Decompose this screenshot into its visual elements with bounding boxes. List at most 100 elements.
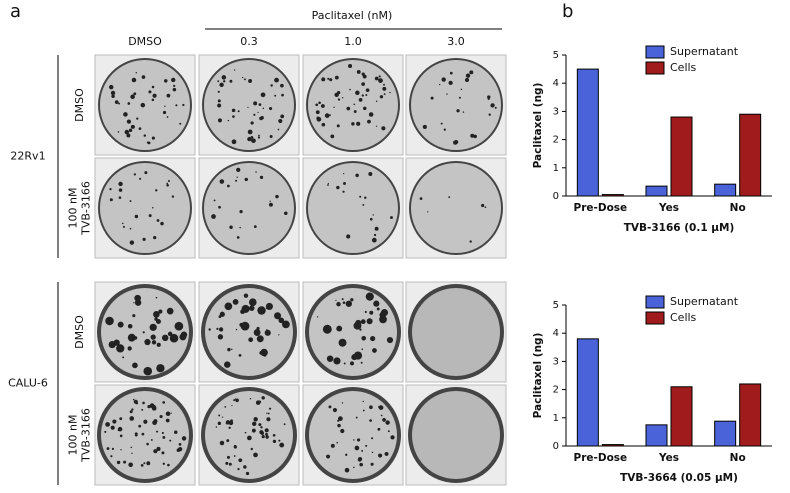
colony: [123, 112, 128, 117]
colony: [336, 441, 339, 444]
legend-swatch: [645, 295, 665, 309]
colony: [141, 432, 145, 436]
colony: [372, 214, 374, 216]
colony: [244, 431, 247, 434]
y-tick-label: 1: [553, 413, 559, 424]
colony: [156, 342, 161, 347]
colony: [449, 71, 453, 75]
colony: [259, 337, 261, 339]
colony: [111, 447, 115, 451]
x-tick-label: No: [730, 452, 746, 464]
y-axis-label: Paclitaxel (ng): [532, 83, 544, 169]
well: [201, 284, 297, 380]
bar: [739, 383, 762, 447]
colony: [217, 99, 221, 103]
colony: [155, 318, 161, 325]
colony: [248, 337, 254, 343]
colony: [218, 414, 221, 417]
colony: [372, 348, 377, 353]
colony: [348, 63, 353, 69]
colony: [231, 348, 233, 351]
colony: [324, 113, 330, 118]
colony: [169, 439, 172, 442]
colony: [133, 302, 135, 304]
colony: [250, 447, 254, 451]
colony: [362, 74, 367, 79]
colony: [253, 113, 256, 116]
colony: [167, 180, 170, 182]
bar: [670, 116, 693, 197]
colony: [369, 405, 373, 410]
colony: [387, 430, 390, 433]
colony: [369, 217, 373, 221]
colony: [350, 361, 355, 366]
colony: [171, 77, 176, 83]
colony: [238, 458, 243, 463]
colony: [136, 117, 139, 120]
colony: [253, 417, 258, 422]
colony: [237, 467, 240, 471]
colony: [274, 312, 282, 320]
colony: [332, 407, 338, 413]
colony: [336, 90, 341, 95]
bar: [714, 183, 737, 197]
legend-swatch: [645, 61, 665, 75]
colony: [113, 339, 120, 346]
bar: [601, 444, 624, 447]
colony: [378, 453, 383, 458]
colony: [341, 298, 344, 301]
colony: [381, 126, 386, 131]
colony: [272, 433, 276, 437]
colony: [342, 301, 346, 304]
colony: [365, 94, 368, 97]
colony: [378, 78, 383, 83]
y-tick-label: 3: [553, 106, 559, 117]
colony: [380, 309, 389, 317]
colony: [217, 334, 224, 340]
colony: [247, 129, 253, 135]
column-label: 1.0: [344, 35, 362, 48]
colony: [166, 116, 169, 118]
colony: [481, 203, 485, 208]
well: [202, 58, 296, 152]
y-axis-label: Paclitaxel (ng): [532, 333, 544, 419]
colony: [224, 406, 227, 408]
colony: [283, 423, 286, 426]
colony: [109, 187, 112, 191]
colony: [359, 328, 362, 331]
colony: [120, 449, 122, 451]
colony: [274, 77, 279, 83]
colony: [359, 195, 362, 198]
colony: [318, 101, 321, 105]
colony: [358, 98, 363, 102]
colony: [473, 134, 477, 139]
colony: [430, 96, 434, 100]
colony: [127, 323, 133, 329]
colony: [225, 461, 229, 465]
panel-label: a: [10, 1, 21, 22]
colony: [141, 75, 146, 79]
colony: [118, 188, 123, 192]
colony: [322, 324, 332, 334]
colony: [378, 75, 381, 78]
colony: [373, 233, 377, 237]
colony: [353, 103, 356, 106]
colony: [238, 353, 242, 357]
colony: [233, 399, 236, 402]
colony: [219, 311, 225, 317]
colony: [343, 173, 345, 175]
colony: [110, 455, 113, 458]
colony: [341, 402, 344, 404]
colony: [370, 462, 374, 466]
colony: [162, 462, 165, 465]
colony: [239, 322, 244, 327]
colony: [360, 319, 366, 325]
colony: [218, 327, 224, 332]
colony: [338, 338, 347, 347]
colony: [260, 426, 263, 429]
y-tick-label: 4: [553, 328, 559, 339]
colony: [278, 317, 285, 324]
colony: [162, 436, 166, 439]
colony: [487, 95, 491, 99]
colony: [130, 94, 135, 100]
